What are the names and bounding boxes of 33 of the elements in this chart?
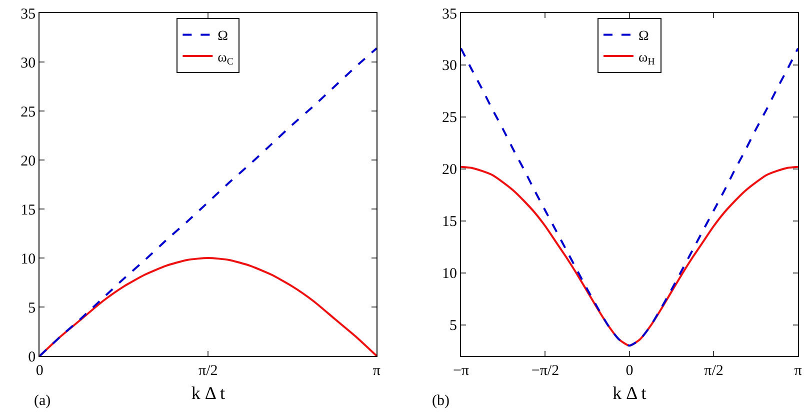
x-tick-label: π <box>372 363 381 379</box>
y-tick-label: 35 <box>20 6 36 22</box>
x-tick-label: π/2 <box>704 363 724 379</box>
y-tick-label: 20 <box>20 153 36 170</box>
x-axis-title: k Δ t <box>191 383 225 404</box>
y-tick-label: 5 <box>28 300 36 316</box>
y-tick-label: 0 <box>28 349 36 366</box>
text: (a) <box>34 393 51 409</box>
y-tick-label: 30 <box>442 58 457 74</box>
y-tick-label: 25 <box>20 104 36 120</box>
line-series <box>40 47 377 356</box>
y-tick-label: 15 <box>442 214 457 230</box>
x-tick-label: π <box>794 363 802 379</box>
x-axis-title: k Δ t <box>612 383 646 404</box>
legend-label: ω$_{H}$ <box>638 50 655 68</box>
legend-label: Ω <box>218 29 228 44</box>
y-tick-label: 35 <box>442 6 457 22</box>
x-tick-label: −π/2 <box>531 363 560 379</box>
y-tick-label: 20 <box>442 162 457 178</box>
y-tick-label: 30 <box>20 55 36 72</box>
line-series <box>460 166 798 347</box>
y-tick-label: 5 <box>449 318 457 334</box>
y-tick-label: 25 <box>442 110 457 126</box>
y-tick-label: 15 <box>20 202 36 218</box>
legend-label: Ω <box>638 29 649 44</box>
x-tick-label: −π <box>452 363 470 379</box>
line-series <box>460 47 798 347</box>
y-tick-label: 10 <box>442 266 457 282</box>
x-tick-label: 0 <box>626 363 634 379</box>
legend-label: ω$_{C}$ <box>218 50 234 68</box>
text: (b) <box>432 393 450 409</box>
x-tick-label: π/2 <box>198 363 218 379</box>
y-tick-label: 10 <box>20 251 36 268</box>
